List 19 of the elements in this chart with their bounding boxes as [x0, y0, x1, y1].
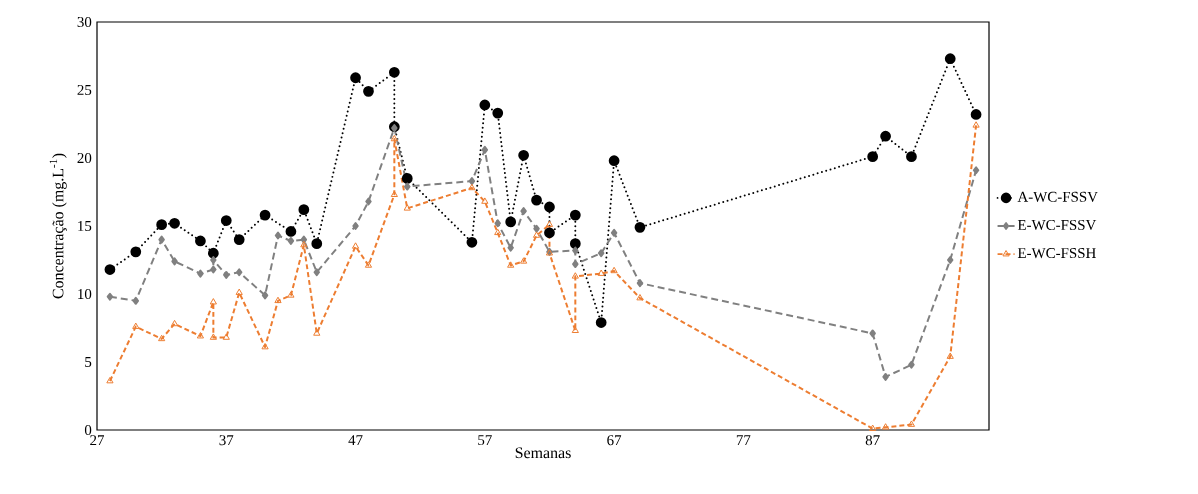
y-tick-label: 25 — [77, 84, 92, 96]
x-tick-label: 77 — [736, 435, 751, 445]
y-tick-label: 30 — [77, 16, 92, 28]
y-tick-label: 10 — [78, 288, 92, 300]
y-tick-label: 15 — [78, 221, 92, 231]
x-tick-label: 87 — [865, 435, 880, 446]
x-tick-label: 47 — [348, 435, 363, 446]
legend-label: A-WC-FSSV — [1017, 191, 1098, 202]
x-axis-title: Semanas — [515, 447, 571, 459]
y-tick-label: 20 — [77, 152, 92, 164]
legend-label: E-WC-FSSH — [1017, 248, 1096, 259]
legend-label: E-WC-FSSV — [1017, 219, 1097, 231]
x-tick-label: 57 — [478, 435, 492, 446]
x-tick-label: 67 — [607, 435, 622, 446]
x-tick-label: 37 — [219, 435, 234, 446]
y-axis-title: Concentração (mg.L$^{-1}$) — [49, 153, 67, 299]
y-tick-label: 0 — [84, 424, 92, 436]
y-tick-label: 5 — [85, 357, 92, 367]
x-tick-label: 27 — [90, 435, 105, 446]
